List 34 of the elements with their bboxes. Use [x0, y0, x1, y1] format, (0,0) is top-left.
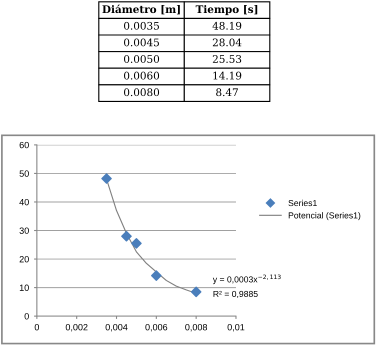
y-tick-label: 0: [24, 313, 29, 320]
point: [121, 230, 132, 242]
text: 8.47: [216, 88, 238, 96]
legend-label: Potencial (Series1): [288, 212, 360, 220]
y-tick-label: 40: [19, 198, 29, 206]
text: 25.53: [212, 55, 242, 63]
point: [190, 286, 202, 298]
annotation: y = 0,0003x$^{−2,113}$: [212, 274, 281, 284]
text: 0.0045: [124, 38, 159, 46]
x-tick-label: 0,006: [145, 324, 168, 332]
text: 0.0050: [124, 55, 160, 63]
text: Tiempo [s]: [196, 5, 258, 16]
y-tick-label: 20: [20, 256, 29, 262]
text: 0.0080: [124, 88, 160, 96]
x-tick-label: 0: [34, 324, 40, 330]
text: Diámetro [m]: [102, 4, 180, 14]
point: [151, 270, 162, 281]
y-tick-label: 60: [20, 142, 29, 148]
y-tick-label: 50: [20, 170, 29, 177]
y-tick-label: 30: [20, 227, 29, 234]
text: 48.19: [212, 22, 242, 30]
x-tick-label: 0,002: [66, 324, 88, 332]
text: 28.04: [212, 38, 242, 46]
text: 0.0060: [124, 72, 160, 80]
legend-label: Series1: [288, 200, 317, 206]
x-tick-label: 0,004: [106, 324, 128, 332]
y-tick-label: 10: [20, 284, 29, 291]
x-tick-label: 0,01: [228, 324, 244, 332]
point: [131, 238, 142, 249]
x-tick-label: 0,008: [185, 324, 208, 332]
point: [101, 173, 112, 184]
text: 14.19: [213, 72, 242, 80]
annotation: R² = 0,9885: [214, 290, 258, 298]
text: 0.0035: [124, 22, 159, 30]
